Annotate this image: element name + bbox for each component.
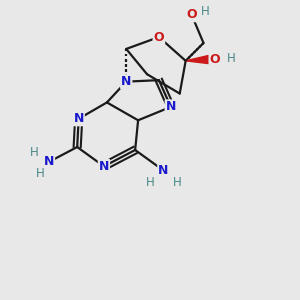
Text: N: N bbox=[99, 160, 109, 173]
Text: N: N bbox=[158, 164, 169, 177]
Polygon shape bbox=[186, 55, 213, 64]
Text: O: O bbox=[209, 53, 220, 66]
Text: O: O bbox=[154, 31, 164, 44]
Text: N: N bbox=[44, 155, 54, 168]
Text: H: H bbox=[36, 167, 44, 180]
Text: H: H bbox=[201, 5, 209, 18]
Text: O: O bbox=[186, 8, 197, 21]
Text: N: N bbox=[121, 75, 131, 88]
Text: H: H bbox=[172, 176, 181, 189]
Text: N: N bbox=[74, 112, 84, 125]
Text: H: H bbox=[146, 176, 154, 189]
Text: H: H bbox=[226, 52, 235, 65]
Text: N: N bbox=[166, 100, 176, 113]
Text: H: H bbox=[30, 146, 39, 160]
